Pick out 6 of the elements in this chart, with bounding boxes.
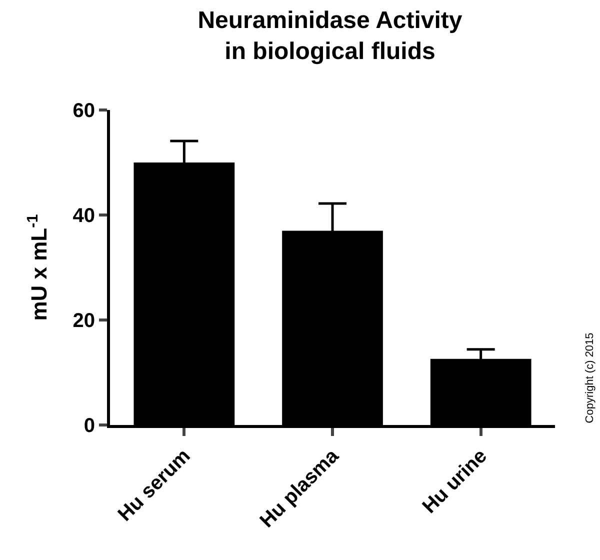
y-tick-label: 60 bbox=[72, 100, 95, 122]
text: Copyright (c) 2015 bbox=[584, 332, 596, 424]
y-tick-label: 20 bbox=[72, 310, 95, 332]
chart-title: Neuraminidase Activity in biological fluids bbox=[198, 7, 463, 66]
y-tick-label: 0 bbox=[84, 415, 95, 437]
y-tick-label: 40 bbox=[72, 205, 95, 227]
